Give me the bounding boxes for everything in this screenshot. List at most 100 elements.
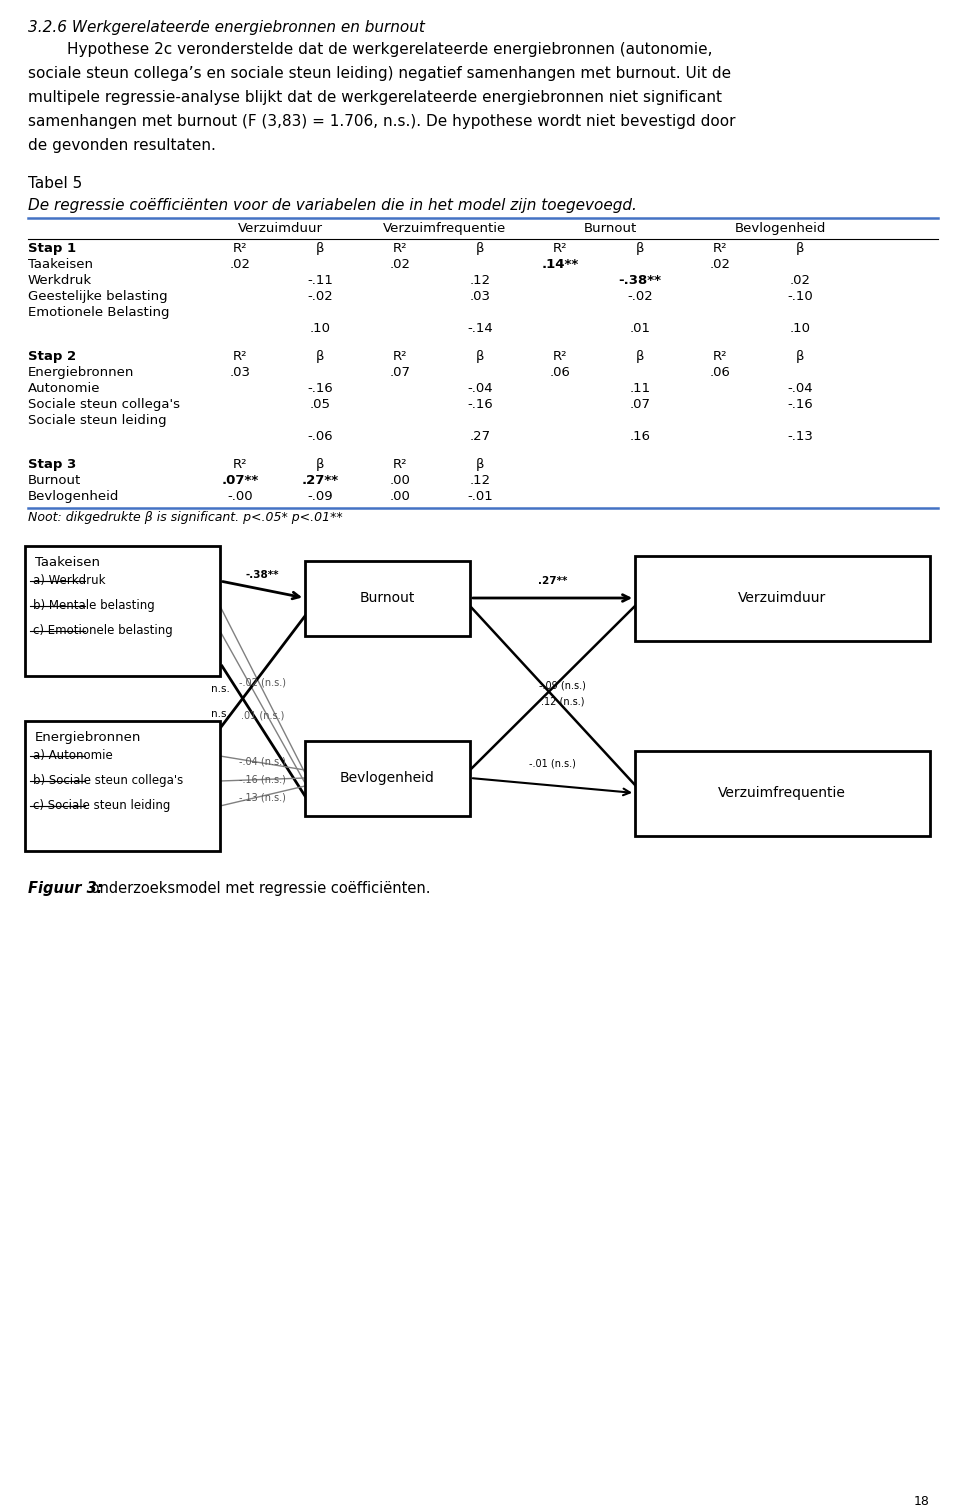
Text: -.16: -.16 — [787, 398, 813, 410]
Text: .16: .16 — [630, 430, 651, 444]
Text: .06: .06 — [709, 367, 731, 379]
Text: .02: .02 — [229, 258, 251, 272]
Text: -.02: -.02 — [307, 290, 333, 303]
Text: -.04: -.04 — [468, 382, 492, 395]
Text: R²: R² — [232, 459, 248, 471]
Text: 3.2.6 Werkgerelateerde energiebronnen en burnout: 3.2.6 Werkgerelateerde energiebronnen en… — [28, 20, 425, 35]
Text: Stap 2: Stap 2 — [28, 350, 76, 364]
Text: Verzuimduur: Verzuimduur — [237, 222, 323, 235]
Text: Tabel 5: Tabel 5 — [28, 177, 83, 192]
Text: .10: .10 — [309, 321, 330, 335]
Text: R²: R² — [553, 241, 567, 255]
Text: R²: R² — [712, 350, 728, 364]
Text: -.13: -.13 — [787, 430, 813, 444]
Text: Noot: dikgedrukte β is significant. p<.05* p<.01**: Noot: dikgedrukte β is significant. p<.0… — [28, 512, 343, 524]
Text: R²: R² — [393, 459, 407, 471]
Text: .07: .07 — [630, 398, 651, 410]
Text: .11: .11 — [630, 382, 651, 395]
Text: .27**: .27** — [301, 474, 339, 487]
Text: -.16: -.16 — [468, 398, 492, 410]
Text: -.04: -.04 — [787, 382, 813, 395]
Text: Emotionele Belasting: Emotionele Belasting — [28, 306, 170, 318]
Text: .14**: .14** — [541, 258, 579, 272]
Bar — [635, 555, 930, 641]
Text: .02: .02 — [709, 258, 731, 272]
Text: de gevonden resultaten.: de gevonden resultaten. — [28, 137, 216, 152]
Text: .05: .05 — [309, 398, 330, 410]
Text: -.10: -.10 — [787, 290, 813, 303]
Text: -.16: -.16 — [307, 382, 333, 395]
Text: Sociale steun collega's: Sociale steun collega's — [28, 398, 180, 410]
Text: Verzuimfrequentie: Verzuimfrequentie — [383, 222, 507, 235]
Text: Geestelijke belasting: Geestelijke belasting — [28, 290, 168, 303]
Text: Energiebronnen: Energiebronnen — [35, 730, 141, 744]
Text: β: β — [316, 350, 324, 364]
Text: β: β — [796, 241, 804, 255]
Text: c) Emotionele belasting: c) Emotionele belasting — [33, 625, 173, 637]
Bar — [635, 751, 930, 836]
Text: Burnout: Burnout — [28, 474, 82, 487]
Text: R²: R² — [393, 350, 407, 364]
Text: Bevlogenheid: Bevlogenheid — [28, 490, 119, 502]
Text: -.11: -.11 — [307, 275, 333, 287]
Text: Bevlogenheid: Bevlogenheid — [734, 222, 826, 235]
Text: 18: 18 — [914, 1495, 930, 1507]
Text: R²: R² — [232, 350, 248, 364]
Text: .07**: .07** — [222, 474, 258, 487]
Text: Figuur 3:: Figuur 3: — [28, 881, 103, 896]
Text: β: β — [476, 459, 484, 471]
Text: b) Mentale belasting: b) Mentale belasting — [33, 599, 155, 613]
Bar — [305, 561, 470, 635]
Text: .01: .01 — [630, 321, 651, 335]
Text: a) Werkdruk: a) Werkdruk — [33, 573, 106, 587]
Text: sociale steun collega’s en sociale steun leiding) negatief samenhangen met burno: sociale steun collega’s en sociale steun… — [28, 66, 732, 81]
Text: Verzuimduur: Verzuimduur — [738, 592, 827, 605]
Text: n.s.: n.s. — [210, 709, 229, 718]
Bar — [25, 721, 220, 851]
Text: samenhangen met burnout (F (3,83) = 1.706, n.s.). De hypothese wordt niet bevest: samenhangen met burnout (F (3,83) = 1.70… — [28, 115, 735, 128]
Text: Energiebronnen: Energiebronnen — [28, 367, 134, 379]
Text: -.13 (n.s.): -.13 (n.s.) — [239, 794, 286, 803]
Text: -.09 (n.s.): -.09 (n.s.) — [540, 681, 586, 691]
Text: De regressie coëfficiënten voor de variabelen die in het model zijn toegevoegd.: De regressie coëfficiënten voor de varia… — [28, 198, 636, 213]
Text: .02: .02 — [789, 275, 810, 287]
Text: β: β — [316, 459, 324, 471]
Text: Burnout: Burnout — [359, 592, 415, 605]
Text: R²: R² — [393, 241, 407, 255]
Text: .12: .12 — [469, 275, 491, 287]
Bar — [25, 546, 220, 676]
Text: .03: .03 — [229, 367, 251, 379]
Text: β: β — [636, 241, 644, 255]
Text: -.02 (n.s.): -.02 (n.s.) — [239, 678, 286, 688]
Text: Bevlogenheid: Bevlogenheid — [340, 771, 435, 785]
Text: .12 (n.s.): .12 (n.s.) — [540, 696, 585, 706]
Text: Autonomie: Autonomie — [28, 382, 101, 395]
Text: a) Autonomie: a) Autonomie — [33, 748, 112, 762]
Text: .03: .03 — [469, 290, 491, 303]
Text: onderzoeksmodel met regressie coëfficiënten.: onderzoeksmodel met regressie coëfficiën… — [86, 881, 430, 896]
Text: Taakeisen: Taakeisen — [35, 555, 100, 569]
Text: -.14: -.14 — [468, 321, 492, 335]
Text: -.38**: -.38** — [618, 275, 661, 287]
Text: -.16 (n.s.): -.16 (n.s.) — [239, 774, 286, 785]
Text: -.04 (n.s.): -.04 (n.s.) — [239, 756, 286, 767]
Text: -.09: -.09 — [307, 490, 333, 502]
Text: .07: .07 — [390, 367, 411, 379]
Text: .02: .02 — [390, 258, 411, 272]
Text: R²: R² — [553, 350, 567, 364]
Text: .00: .00 — [390, 474, 411, 487]
Text: -.02: -.02 — [627, 290, 653, 303]
Text: .27**: .27** — [538, 576, 567, 585]
Text: b) Sociale steun collega's: b) Sociale steun collega's — [33, 774, 183, 788]
Text: -.01: -.01 — [468, 490, 492, 502]
Text: .12: .12 — [469, 474, 491, 487]
Text: Verzuimfrequentie: Verzuimfrequentie — [718, 786, 846, 800]
Text: .10: .10 — [789, 321, 810, 335]
Text: -.06: -.06 — [307, 430, 333, 444]
Text: c) Sociale steun leiding: c) Sociale steun leiding — [33, 798, 170, 812]
Text: Taakeisen: Taakeisen — [28, 258, 93, 272]
Text: β: β — [316, 241, 324, 255]
Text: Stap 1: Stap 1 — [28, 241, 76, 255]
Text: -.38**: -.38** — [246, 569, 279, 579]
Text: Werkdruk: Werkdruk — [28, 275, 92, 287]
